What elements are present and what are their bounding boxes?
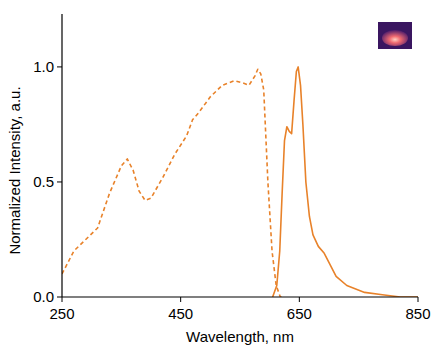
x-tick-label: 450 <box>168 305 193 322</box>
y-tick-label: 1.0 <box>33 58 54 75</box>
x-tick <box>180 297 181 302</box>
y-axis-label: Normalized Intensity, a.u. <box>6 86 23 254</box>
x-tick-label: 850 <box>405 305 430 322</box>
x-axis <box>62 296 418 297</box>
x-tick-label: 250 <box>49 305 74 322</box>
x-tick <box>62 297 63 302</box>
y-tick <box>57 66 62 67</box>
inset-glow <box>382 30 408 46</box>
x-tick <box>418 297 419 302</box>
y-tick <box>57 181 62 182</box>
y-tick-label: 0.0 <box>33 288 54 305</box>
y-axis <box>61 14 62 297</box>
inset-photo <box>378 22 412 49</box>
series-group <box>62 67 418 297</box>
x-tick <box>299 297 300 302</box>
x-tick-label: 650 <box>287 305 312 322</box>
chart: 250 450 650 850 0.0 0.5 1.0 Wavelength, nm Norma… <box>0 0 443 358</box>
x-axis-label: Wavelength, nm <box>186 328 294 345</box>
series-line <box>62 69 285 297</box>
y-tick-label: 0.5 <box>33 173 54 190</box>
y-tick <box>57 297 62 298</box>
series-line <box>273 67 418 297</box>
